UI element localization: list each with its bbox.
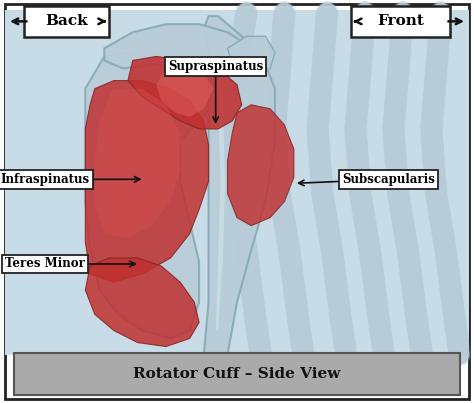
Text: Rotator Cuff – Side View: Rotator Cuff – Side View: [133, 367, 341, 381]
Polygon shape: [85, 258, 199, 347]
Polygon shape: [85, 81, 209, 282]
Text: Front: Front: [377, 15, 424, 28]
Polygon shape: [128, 56, 242, 129]
Bar: [14, 353, 460, 395]
Bar: [5, 10, 469, 355]
Polygon shape: [216, 40, 225, 330]
Text: Back: Back: [45, 15, 88, 28]
Text: Teres Minor: Teres Minor: [5, 258, 85, 270]
Polygon shape: [85, 52, 218, 339]
FancyBboxPatch shape: [351, 6, 450, 37]
Text: Subscapularis: Subscapularis: [342, 173, 435, 186]
Polygon shape: [228, 36, 275, 73]
Text: Supraspinatus: Supraspinatus: [168, 60, 263, 73]
Polygon shape: [104, 24, 261, 73]
Polygon shape: [95, 89, 180, 238]
Text: Infraspinatus: Infraspinatus: [0, 173, 90, 186]
Polygon shape: [204, 16, 275, 355]
Polygon shape: [228, 105, 294, 226]
Polygon shape: [156, 64, 213, 117]
FancyBboxPatch shape: [24, 6, 109, 37]
FancyBboxPatch shape: [5, 4, 469, 399]
